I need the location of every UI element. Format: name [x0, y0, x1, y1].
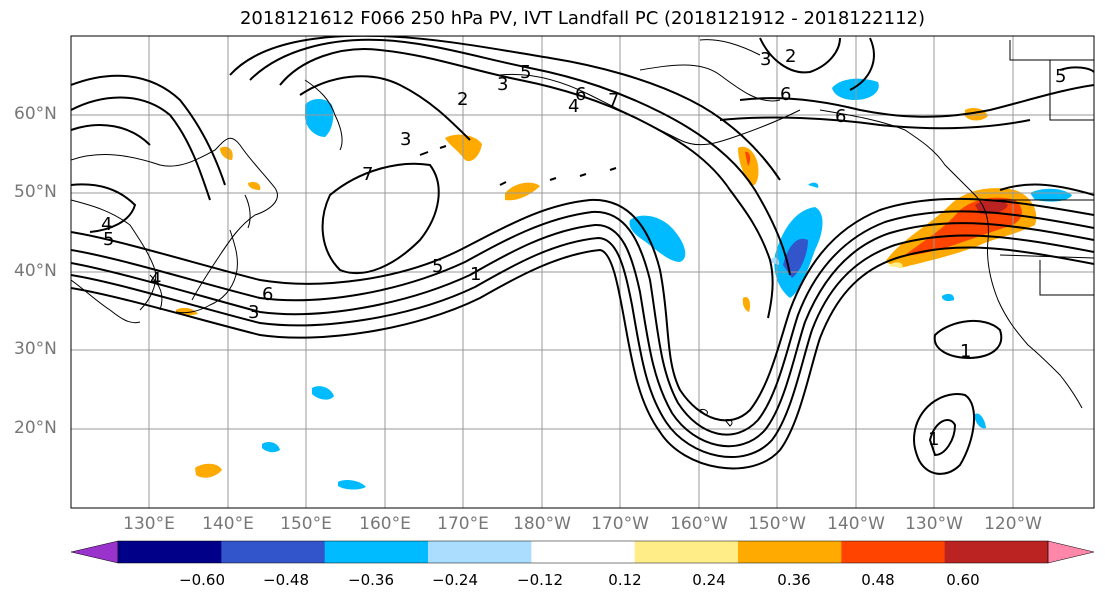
contour-label: 7	[362, 164, 373, 185]
contour-label: 3	[400, 129, 411, 150]
contour-closed-se-1	[933, 319, 1003, 360]
lon-label: 160°E	[359, 514, 411, 534]
colorbar-segment	[221, 541, 326, 563]
contour-jet-4	[71, 234, 1094, 458]
colorbar-tick-label: −0.48	[263, 571, 309, 589]
positive-region-westcoast-peak	[975, 199, 1008, 215]
lon-label: 120°W	[984, 514, 1042, 534]
contour-closed-north	[321, 162, 440, 275]
lon-label: 170°E	[437, 514, 489, 534]
graticule	[71, 36, 1094, 508]
lon-label: 140°E	[202, 514, 254, 534]
negative-region-kamchatka	[305, 98, 334, 137]
lat-label-60: 60°N	[14, 104, 57, 124]
contour-north-4	[299, 75, 471, 141]
colorbar-segment	[118, 541, 222, 563]
contour-label: 1	[960, 341, 971, 362]
map-title: 2018121612 F066 250 hPa PV, IVT Landfall…	[239, 8, 926, 29]
colorbar-segment	[738, 541, 842, 563]
colorbar-extend-low	[70, 540, 119, 564]
lat-label-40: 40°N	[14, 261, 57, 281]
contour-label: 5	[1055, 66, 1066, 87]
contour-east-right-2	[1059, 66, 1094, 73]
contour-label: 4	[568, 96, 579, 117]
lon-label: 170°W	[591, 514, 649, 534]
contour-west-1	[71, 96, 211, 201]
lon-label: 150°E	[280, 514, 332, 534]
contour-label: 1	[470, 264, 481, 285]
colorbar-tick-label: 0.36	[777, 571, 811, 589]
contour-jet-5	[71, 246, 1094, 470]
colorbar-tick-label: −0.12	[517, 571, 563, 589]
contour-label: 5	[520, 62, 531, 83]
lon-label: 180°W	[513, 514, 571, 534]
colorbar-segment	[634, 541, 739, 563]
lon-label: 140°W	[827, 514, 885, 534]
colorbar-frame	[117, 540, 1049, 564]
contour-west-3	[71, 124, 151, 146]
colorbar-segment	[531, 541, 636, 563]
lat-label-20: 20°N	[14, 418, 57, 438]
coastlines	[71, 39, 1094, 427]
contour-label: 6	[262, 284, 273, 305]
contour-label: 6	[835, 106, 846, 127]
colorbar	[70, 540, 1095, 564]
colorbar-tick-label: −0.36	[348, 571, 394, 589]
colorbar-tick-label: 0.12	[608, 571, 642, 589]
colorbar-extend-high	[1047, 540, 1095, 564]
colorbar-tick-label: −0.60	[179, 571, 225, 589]
colorbar-segment	[428, 541, 532, 563]
lon-label: 160°W	[670, 514, 728, 534]
contour-northeast-4	[849, 37, 875, 91]
contour-label: 2	[457, 89, 468, 110]
contour-label: 5	[103, 229, 114, 250]
contour-northeast-1	[759, 37, 841, 74]
contour-label: 7	[608, 90, 619, 111]
lon-label: 150°W	[748, 514, 806, 534]
contour-west-2	[71, 74, 226, 186]
colorbar-tick-label: −0.24	[432, 571, 478, 589]
colorbar-tick-label: 0.48	[861, 571, 895, 589]
contour-label: 4	[101, 214, 112, 235]
contour-label: 6	[575, 84, 586, 105]
lon-label: 130°W	[905, 514, 963, 534]
contour-label: 6	[780, 84, 791, 105]
contour-label: 4	[150, 269, 161, 290]
contour-label: 1	[928, 429, 939, 450]
contour-label: 3	[248, 302, 259, 323]
contour-labels: 2 3 5 6 7 4 3 6 7 4 5 1 5 6 3 4 1 1 6 5 …	[101, 46, 1066, 450]
colorbar-tick-label: 0.24	[692, 571, 726, 589]
colorbar-segment	[324, 541, 429, 563]
contour-closed-se-2	[913, 393, 976, 475]
contour-jet-1	[71, 197, 1094, 422]
contour-east-right	[999, 183, 1094, 196]
contour-jet-3	[71, 222, 1094, 448]
contour-west-4	[71, 183, 137, 233]
colorbar-segment	[944, 541, 1049, 563]
contour-northeast-3	[719, 116, 1031, 130]
contour-label: 3	[760, 49, 771, 70]
contour-north-3	[229, 36, 781, 181]
contour-north-2	[249, 38, 791, 276]
lon-label: 130°E	[123, 514, 175, 534]
contour-northeast-2	[739, 84, 1094, 118]
map-frame	[70, 35, 1095, 509]
lat-label-50: 50°N	[14, 182, 57, 202]
contour-jet-2	[71, 210, 1094, 436]
contour-label: 5	[432, 256, 443, 277]
lat-label-30: 30°N	[14, 339, 57, 359]
contour-label: 2	[785, 46, 796, 67]
pv-contours	[71, 36, 1094, 475]
contour-north-1	[279, 48, 774, 319]
colorbar-segment	[841, 541, 946, 563]
contour-label: 3	[497, 74, 508, 95]
colorbar-tick-label: 0.60	[946, 571, 980, 589]
